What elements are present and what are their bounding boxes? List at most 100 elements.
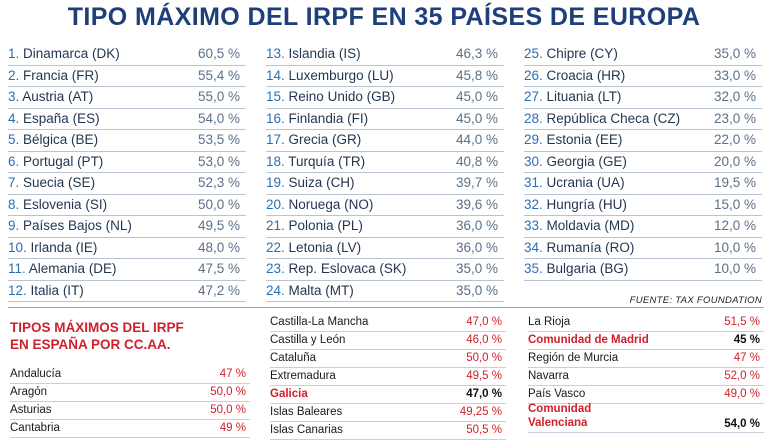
country-row: 12. Italia (IT) 47,2 % xyxy=(8,281,246,302)
country-rate: 52,3 % xyxy=(197,175,240,190)
country-row: 17. Grecia (GR) 44,0 % xyxy=(266,130,504,152)
country-row: 2. Francia (FR) 55,4 % xyxy=(8,66,246,87)
country-name: Moldavia (MD) xyxy=(546,218,635,233)
region-name: Galicia xyxy=(270,388,308,400)
country-name: Finlandia (FI) xyxy=(288,110,369,126)
country-row: 9. Países Bajos (NL) 49,5 % xyxy=(8,216,246,238)
region-row: Comunidad de Madrid 45 % xyxy=(528,332,764,350)
country-rate: 15,0 % xyxy=(713,196,756,212)
rank-number: 2. xyxy=(8,67,20,83)
section-divider xyxy=(8,307,764,308)
rank-number: 22. xyxy=(266,239,285,255)
region-rate: 49,5 % xyxy=(466,370,502,382)
region-row: Comunidad Valenciana 54,0 % xyxy=(528,403,764,433)
country-rate: 53,5 % xyxy=(197,132,240,147)
country-row: 13. Islandia (IS) 46,3 % xyxy=(266,44,504,66)
country-row: 33. Moldavia (MD) 12,0 % xyxy=(524,216,762,238)
region-rate: 49,0 % xyxy=(724,388,760,400)
country-row: 30. Georgia (GE) 20,0 % xyxy=(524,152,762,173)
region-name: País Vasco xyxy=(528,388,586,400)
rank-number: 11. xyxy=(8,261,26,276)
rank-number: 31. xyxy=(524,175,543,190)
country-name: Croacia (HR) xyxy=(546,67,626,83)
rank-number: 23. xyxy=(266,261,285,276)
country-row: 32. Hungría (HU) 15,0 % xyxy=(524,195,762,216)
rank-number: 17. xyxy=(266,132,285,147)
region-rate: 47 % xyxy=(733,352,760,364)
rank-number: 9. xyxy=(8,218,20,233)
country-row: 19. Suiza (CH) 39,7 % xyxy=(266,173,504,195)
region-row: Islas Baleares 49,25 % xyxy=(270,404,506,422)
rank-number: 27. xyxy=(524,89,543,104)
rank-number: 35. xyxy=(524,261,543,276)
country-rate: 55,4 % xyxy=(197,67,240,83)
country-rate: 10,0 % xyxy=(713,239,756,255)
country-row: 27. Lituania (LT) 32,0 % xyxy=(524,87,762,109)
region-rate: 50,0 % xyxy=(210,404,246,416)
rank-number: 15. xyxy=(266,89,285,104)
region-row: Andalucía 47 % xyxy=(10,366,250,384)
region-row: Cataluña 50,0 % xyxy=(270,350,506,368)
rank-number: 7. xyxy=(8,175,20,190)
rank-number: 26. xyxy=(524,67,543,83)
region-name: Región de Murcia xyxy=(528,352,619,364)
source-note: FUENTE: TAX FOUNDATION xyxy=(629,295,762,306)
region-name: La Rioja xyxy=(528,316,571,328)
country-row: 21. Polonia (PL) 36,0 % xyxy=(266,216,504,238)
country-name: Estonia (EE) xyxy=(546,132,623,147)
country-name: Portugal (PT) xyxy=(23,153,104,169)
rank-number: 34. xyxy=(524,239,543,255)
country-row: 22. Letonia (LV) 36,0 % xyxy=(266,238,504,259)
country-rate: 55,0 % xyxy=(197,89,240,104)
country-rate: 32,0 % xyxy=(713,89,756,104)
rank-number: 33. xyxy=(524,218,543,233)
rank-number: 28. xyxy=(524,110,543,126)
country-name: Suiza (CH) xyxy=(288,175,355,190)
region-row: País Vasco 49,0 % xyxy=(528,386,764,404)
country-rate: 46,3 % xyxy=(455,46,498,61)
rank-number: 18. xyxy=(266,153,285,169)
region-row: Región de Murcia 47 % xyxy=(528,350,764,368)
country-rate: 22,0 % xyxy=(713,132,756,147)
country-row: 35. Bulgaria (BG) 10,0 % xyxy=(524,259,762,281)
country-name: Alemania (DE) xyxy=(28,261,117,276)
country-name: Dinamarca (DK) xyxy=(23,46,120,61)
country-name: Chipre (CY) xyxy=(546,46,618,61)
country-name: Reino Unido (GB) xyxy=(288,89,396,104)
country-row: 4. España (ES) 54,0 % xyxy=(8,109,246,130)
country-row: 25. Chipre (CY) 35,0 % xyxy=(524,44,762,66)
region-row: La Rioja 51,5 % xyxy=(528,314,764,332)
region-name: Asturias xyxy=(10,404,52,416)
country-row: 15. Reino Unido (GB) 45,0 % xyxy=(266,87,504,109)
country-name: Georgia (GE) xyxy=(546,153,627,169)
country-row: 29. Estonia (EE) 22,0 % xyxy=(524,130,762,152)
region-rate: 49 % xyxy=(219,422,246,434)
region-rate: 50,0 % xyxy=(466,352,502,364)
rank-number: 12. xyxy=(8,282,27,298)
country-name: Luxemburgo (LU) xyxy=(288,67,394,83)
country-rate: 39,7 % xyxy=(455,175,498,190)
country-rate: 45,0 % xyxy=(455,89,498,104)
region-row: Cantabria 49 % xyxy=(10,420,250,438)
region-rate: 47 % xyxy=(219,368,246,380)
regions-title-line-1: TIPOS MÁXIMOS DEL IRPF xyxy=(10,320,184,335)
region-row: Aragón 50,0 % xyxy=(10,384,250,402)
country-rate: 12,0 % xyxy=(713,218,756,233)
countries-column-1: 1. Dinamarca (DK) 60,5 % 2. Francia (FR) 55… xyxy=(8,44,246,302)
rank-number: 20. xyxy=(266,196,285,212)
regions-column-1: Andalucía 47 % Aragón 50,0 % Asturias 50,0 % C… xyxy=(10,366,250,438)
rank-number: 8. xyxy=(8,196,20,212)
region-rate: 50,0 % xyxy=(210,386,246,398)
country-rate: 19,5 % xyxy=(713,175,756,190)
country-row: 5. Bélgica (BE) 53,5 % xyxy=(8,130,246,152)
country-row: 7. Suecia (SE) 52,3 % xyxy=(8,173,246,195)
country-name: Grecia (GR) xyxy=(288,132,362,147)
country-name: Rep. Eslovaca (SK) xyxy=(288,261,407,276)
rank-number: 21. xyxy=(266,218,285,233)
country-rate: 35,0 % xyxy=(713,46,756,61)
country-row: 18. Turquía (TR) 40,8 % xyxy=(266,152,504,173)
country-name: Hungría (HU) xyxy=(546,196,627,212)
rank-number: 24. xyxy=(266,282,285,298)
country-name: Francia (FR) xyxy=(23,67,99,83)
country-rate: 44,0 % xyxy=(455,132,498,147)
